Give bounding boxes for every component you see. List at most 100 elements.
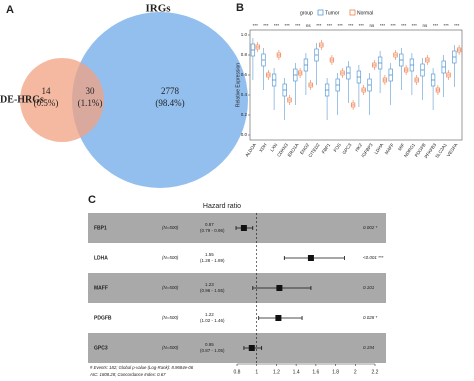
x-tick-label: CITED2 (307, 142, 321, 158)
x-tick-label: 0.8 (234, 369, 241, 375)
hr-label: 0.87 (205, 222, 214, 227)
x-tick-label: 2 (354, 369, 357, 375)
y-axis-title: Relative Expression (235, 63, 241, 107)
x-tick-label: IGFBP3 (360, 142, 374, 158)
significance-label: *** (454, 23, 460, 28)
significance-label: ns (370, 23, 376, 28)
row-name: GPC3 (94, 345, 108, 351)
significance-label: *** (433, 23, 439, 28)
x-tick-label: SLC2A1 (434, 142, 448, 159)
y-tick-label: 0.0 (241, 132, 248, 137)
x-tick-label: ALDOA (244, 142, 257, 157)
x-tick-label: MIF (397, 142, 406, 151)
significance-label: *** (348, 23, 354, 28)
set-label: IRGs (145, 3, 171, 15)
row-band (88, 273, 386, 303)
hr-point (307, 255, 314, 261)
x-tick-label: HK2 (354, 142, 363, 152)
set-label: DE-HRGs (0, 94, 44, 105)
region-percent: (0.5%) (34, 98, 59, 108)
ci-label: (1.02 - 1.46) (200, 318, 225, 323)
x-tick-label: ERO1A (287, 142, 300, 157)
hr-label: 1.22 (205, 312, 214, 317)
x-tick-label: LXN (269, 142, 278, 152)
significance-label: *** (337, 23, 343, 28)
panel-label: A (6, 4, 14, 16)
x-tick-label: LDHA (373, 142, 384, 155)
footnote: # Events: 182; Global p-value (Log-Rank)… (90, 365, 194, 370)
row-n: (N=500) (162, 285, 179, 290)
x-tick-label: 1.6 (312, 369, 319, 375)
y-tick-label: 0.4 (241, 92, 248, 97)
significance-label: *** (412, 23, 418, 28)
region-count: 30 (86, 86, 96, 96)
p-label: 0.194 (363, 345, 375, 350)
region-count: 14 (42, 86, 52, 96)
x-tick-label: FOS (332, 142, 341, 152)
row-n: (N=500) (162, 345, 179, 350)
legend-label: Normal (357, 10, 373, 16)
significance-label: *** (390, 23, 396, 28)
x-tick-label: VEGFA (446, 142, 459, 157)
region-percent: (98.4%) (155, 98, 184, 108)
row-n: (N=500) (162, 225, 179, 230)
legend-title: group (300, 10, 313, 16)
x-tick-label: 2.2 (372, 369, 379, 375)
p-label: 0.101 (363, 285, 375, 290)
row-name: PDGFB (94, 315, 112, 321)
hr-label: 1.23 (205, 282, 214, 287)
hr-point (275, 315, 282, 321)
x-tick-label: XDH (258, 142, 268, 153)
hr-point (276, 285, 283, 291)
x-tick-label: 1.8 (332, 369, 339, 375)
hr-label: 1.55 (205, 252, 214, 257)
ci-label: (0.79 - 0.96) (200, 228, 225, 233)
y-tick-label: 0.2 (241, 112, 248, 117)
panel-label: B (236, 2, 244, 14)
region-count: 2778 (161, 86, 180, 96)
significance-label: *** (274, 23, 280, 28)
significance-label: *** (401, 23, 407, 28)
legend-swatch (317, 9, 324, 16)
significance-label: *** (327, 23, 333, 28)
y-tick-label: 0.8 (241, 52, 248, 57)
set-circle (72, 12, 248, 188)
row-n: (N=500) (162, 315, 179, 320)
significance-label: ns (423, 23, 429, 28)
chart-title: Hazard ratio (203, 203, 241, 210)
significance-label: *** (253, 23, 259, 28)
significance-label: *** (295, 23, 301, 28)
legend-label: Tumor (325, 10, 340, 16)
significance-label: *** (380, 23, 386, 28)
y-tick-label: 0.6 (241, 72, 248, 77)
ci-label: (0.87 - 1.05) (200, 348, 225, 353)
set-circle (20, 58, 104, 142)
region-percent: (1.1%) (78, 98, 103, 108)
row-n: (N=500) (162, 255, 179, 260)
significance-label: *** (443, 23, 449, 28)
ci-label: (1.28 - 1.89) (200, 258, 225, 263)
plot-frame (249, 29, 463, 141)
p-label: <0.001 *** (363, 255, 384, 260)
footnote: AIC: 1808.28; Concordance Index: 0.67 (89, 372, 166, 377)
x-tick-label: GPC3 (341, 142, 352, 155)
hr-label: 0.95 (205, 342, 214, 347)
p-label: 0.002 * (363, 225, 378, 230)
row-name: MAFF (94, 285, 108, 291)
ci-label: (0.96 - 1.55) (200, 288, 225, 293)
hr-point (248, 345, 255, 351)
x-tick-label: 1 (255, 369, 258, 375)
x-tick-label: MAFF (384, 142, 395, 155)
x-tick-label: ENO2 (299, 142, 310, 155)
row-name: LDHA (94, 255, 108, 261)
x-tick-label: 1.4 (293, 369, 300, 375)
panel-label: C (88, 194, 96, 206)
x-tick-label: FBP1 (321, 142, 332, 154)
significance-label: *** (359, 23, 365, 28)
significance-label: *** (263, 23, 269, 28)
row-band (88, 333, 386, 363)
row-name: FBP1 (94, 225, 107, 231)
p-label: 0.028 * (363, 315, 378, 320)
legend-swatch (349, 9, 356, 16)
